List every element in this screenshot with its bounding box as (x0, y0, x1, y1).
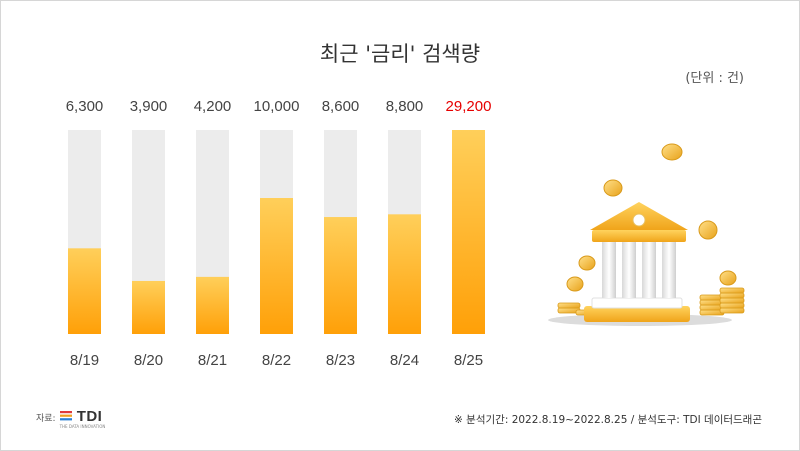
source-credit: 자료: TDI THE DATA INNOVATION (36, 406, 105, 429)
value-label: 10,000 (254, 98, 300, 115)
category-label: 8/20 (134, 352, 163, 369)
category-label: 8/24 (390, 352, 419, 369)
tdi-logo-text: TDI (76, 408, 103, 425)
category-label: 8/21 (198, 352, 227, 369)
value-label: 4,200 (194, 98, 232, 115)
bar-8/22 (260, 198, 293, 334)
bar-8/25 (452, 130, 485, 334)
value-label: 29,200 (446, 98, 492, 115)
bar-8/21 (196, 276, 229, 334)
chart-title: 최근 '금리' 검색량 (319, 42, 481, 66)
tdi-logo: TDI THE DATA INNOVATION (59, 406, 106, 429)
bar-8/20 (132, 280, 165, 334)
category-label: 8/22 (262, 352, 291, 369)
bar-8/24 (388, 214, 421, 334)
analysis-footnote: ※ 분석기간: 2022.8.19~2022.8.25 / 분석도구: TDI … (454, 414, 762, 426)
source-label: 자료: (36, 414, 56, 424)
bank-with-coins-icon (548, 143, 745, 326)
value-label: 6,300 (66, 98, 104, 115)
tdi-mark-icon (59, 411, 72, 421)
bar-8/23 (324, 217, 357, 334)
value-label: 8,800 (386, 98, 424, 115)
category-label: 8/19 (70, 352, 99, 369)
unit-label: (단위 : 건) (685, 71, 744, 86)
bar-8/19 (68, 248, 101, 334)
value-label: 8,600 (322, 98, 360, 115)
value-label: 3,900 (130, 98, 168, 115)
category-label: 8/25 (454, 352, 483, 369)
category-label: 8/23 (326, 352, 355, 369)
tdi-logo-subtext: THE DATA INNOVATION (59, 424, 106, 429)
